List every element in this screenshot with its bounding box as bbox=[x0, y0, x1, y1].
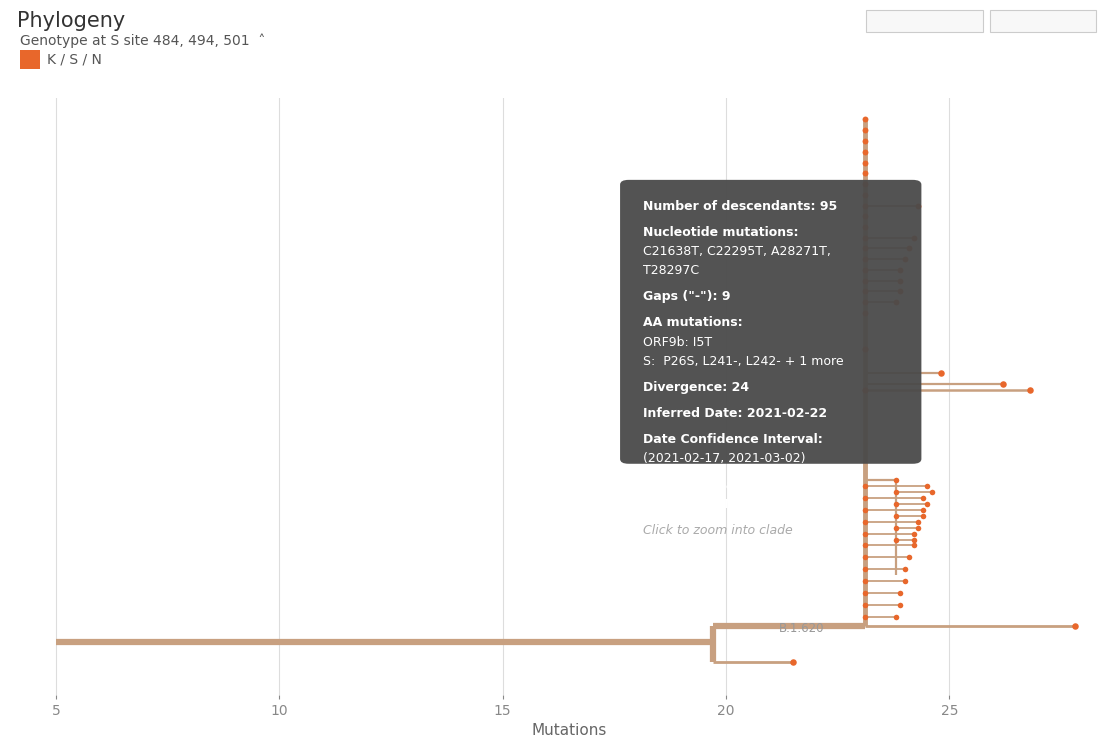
Point bbox=[909, 516, 927, 528]
Text: ZOOM TO SELECTED: ZOOM TO SELECTED bbox=[871, 16, 977, 26]
Point bbox=[856, 563, 873, 575]
FancyBboxPatch shape bbox=[620, 180, 922, 464]
Text: Inferred Date: 2021-02-22: Inferred Date: 2021-02-22 bbox=[642, 407, 827, 420]
Point bbox=[784, 656, 802, 668]
Point bbox=[887, 296, 905, 308]
Text: ORF9b: I5T: ORF9b: I5T bbox=[642, 335, 712, 349]
Point bbox=[856, 307, 873, 319]
Point bbox=[856, 587, 873, 599]
Point bbox=[856, 611, 873, 623]
Text: B.1.620: B.1.620 bbox=[779, 622, 824, 635]
Point bbox=[856, 199, 873, 211]
Point bbox=[891, 275, 909, 287]
Point bbox=[856, 539, 873, 551]
Point bbox=[994, 378, 1012, 390]
Point bbox=[905, 528, 923, 540]
Point bbox=[856, 210, 873, 222]
Point bbox=[914, 504, 932, 516]
Text: RESET LAYOUT: RESET LAYOUT bbox=[1004, 16, 1081, 26]
Point bbox=[905, 539, 923, 551]
Text: Genotype at S site 484, 494, 501  ˄: Genotype at S site 484, 494, 501 ˄ bbox=[20, 34, 266, 48]
X-axis label: Mutations: Mutations bbox=[532, 723, 608, 738]
Text: Phylogeny: Phylogeny bbox=[17, 11, 125, 31]
Point bbox=[918, 498, 936, 510]
Point bbox=[896, 563, 914, 575]
Point bbox=[856, 189, 873, 201]
Point bbox=[887, 485, 905, 498]
Point bbox=[891, 599, 909, 612]
Point bbox=[909, 522, 927, 534]
Point bbox=[891, 285, 909, 297]
Point bbox=[905, 534, 923, 546]
Text: Amino Acid at S site 484, 494,: Amino Acid at S site 484, 494, bbox=[642, 479, 855, 492]
Text: (2021-02-17, 2021-03-02): (2021-02-17, 2021-03-02) bbox=[642, 452, 805, 465]
Point bbox=[932, 366, 949, 378]
Point bbox=[856, 264, 873, 276]
Point bbox=[856, 492, 873, 504]
Text: AA mutations:: AA mutations: bbox=[642, 316, 742, 329]
Text: Click to zoom into clade: Click to zoom into clade bbox=[642, 524, 792, 537]
Point bbox=[856, 516, 873, 528]
Text: C21638T, C22295T, A28271T,: C21638T, C22295T, A28271T, bbox=[642, 245, 830, 258]
Point bbox=[856, 253, 873, 265]
Point bbox=[887, 498, 905, 510]
Point bbox=[900, 242, 918, 254]
Text: K / S / N: K / S / N bbox=[47, 53, 102, 66]
Point bbox=[887, 474, 905, 486]
Point bbox=[887, 522, 905, 534]
Point bbox=[856, 384, 873, 396]
Point bbox=[856, 113, 873, 125]
Point bbox=[923, 485, 941, 498]
Point bbox=[887, 611, 905, 623]
Point bbox=[856, 178, 873, 190]
Point bbox=[856, 221, 873, 233]
Point bbox=[856, 343, 873, 355]
Point bbox=[905, 232, 923, 244]
Point bbox=[856, 242, 873, 254]
Point bbox=[856, 296, 873, 308]
Text: 501: K / S / N: 501: K / S / N bbox=[642, 498, 734, 511]
Text: Divergence: 24: Divergence: 24 bbox=[642, 381, 748, 394]
Point bbox=[856, 551, 873, 563]
Text: Nucleotide mutations:: Nucleotide mutations: bbox=[642, 226, 798, 239]
Point bbox=[900, 551, 918, 563]
Point bbox=[856, 575, 873, 587]
Point bbox=[914, 492, 932, 504]
Point bbox=[896, 253, 914, 265]
Point bbox=[918, 480, 936, 492]
Point bbox=[856, 125, 873, 137]
Point bbox=[856, 168, 873, 180]
Point bbox=[909, 199, 927, 211]
Point bbox=[914, 510, 932, 522]
Text: Number of descendants: 95: Number of descendants: 95 bbox=[642, 199, 837, 213]
Point bbox=[856, 504, 873, 516]
Point bbox=[856, 480, 873, 492]
Point bbox=[856, 156, 873, 168]
Point bbox=[1066, 620, 1083, 632]
Point bbox=[891, 587, 909, 599]
Text: S:  P26S, L241-, L242- + 1 more: S: P26S, L241-, L242- + 1 more bbox=[642, 355, 843, 368]
Point bbox=[887, 510, 905, 522]
Point bbox=[856, 528, 873, 540]
Point bbox=[856, 275, 873, 287]
Point bbox=[856, 135, 873, 147]
Text: T28297C: T28297C bbox=[642, 264, 699, 277]
Point bbox=[887, 534, 905, 546]
Point bbox=[856, 285, 873, 297]
Point bbox=[896, 575, 914, 587]
Point bbox=[856, 599, 873, 612]
Text: Gaps ("-"): 9: Gaps ("-"): 9 bbox=[642, 290, 731, 304]
Point bbox=[856, 232, 873, 244]
Text: Date Confidence Interval:: Date Confidence Interval: bbox=[642, 433, 822, 446]
Point bbox=[1021, 384, 1039, 396]
Point bbox=[891, 264, 909, 276]
Point bbox=[856, 146, 873, 158]
